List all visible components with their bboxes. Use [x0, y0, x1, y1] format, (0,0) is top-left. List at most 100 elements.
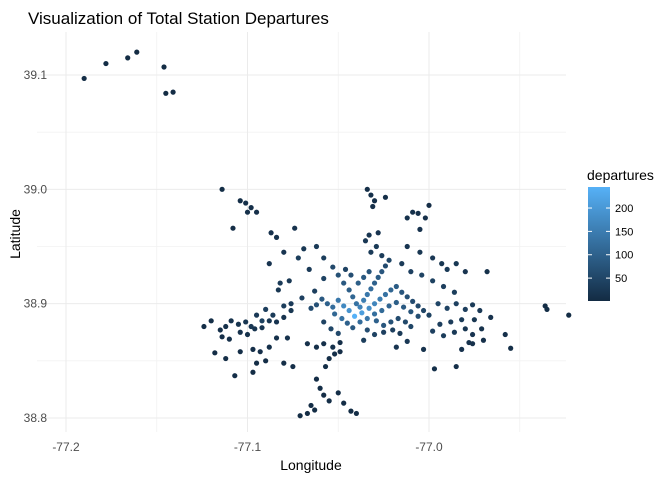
- station-point: [440, 283, 447, 290]
- legend-label: 150: [615, 226, 633, 238]
- station-point: [459, 346, 465, 352]
- station-point: [368, 286, 374, 292]
- station-point: [273, 335, 280, 341]
- station-point: [244, 209, 251, 215]
- y-tick-label: 39.0: [24, 182, 48, 196]
- station-point: [353, 410, 359, 417]
- station-point: [263, 306, 269, 312]
- station-point: [313, 243, 320, 250]
- station-point: [230, 225, 236, 231]
- station-point: [419, 272, 425, 278]
- station-point: [270, 312, 276, 318]
- y-tick-label: 38.9: [24, 297, 48, 311]
- station-point: [390, 327, 396, 333]
- station-point: [275, 287, 281, 293]
- station-point: [393, 344, 399, 350]
- station-point: [393, 299, 399, 306]
- station-point: [277, 280, 283, 286]
- station-point: [364, 186, 370, 192]
- station-point: [415, 313, 421, 319]
- station-point: [266, 344, 272, 350]
- station-point: [502, 331, 508, 338]
- station-point: [388, 319, 394, 325]
- legend-label: 50: [615, 273, 627, 285]
- station-point: [379, 253, 385, 259]
- station-point: [81, 75, 87, 82]
- station-point: [422, 215, 428, 221]
- station-point: [408, 309, 414, 315]
- station-point: [312, 407, 318, 413]
- station-point: [420, 346, 427, 352]
- station-point: [353, 301, 359, 307]
- station-point: [371, 198, 378, 204]
- station-point: [488, 314, 494, 320]
- station-point: [382, 291, 389, 298]
- station-point: [366, 232, 372, 238]
- station-point: [437, 321, 443, 327]
- station-point: [350, 325, 356, 331]
- station-point: [321, 392, 327, 398]
- station-point: [235, 321, 242, 327]
- station-point: [319, 296, 325, 302]
- station-point: [292, 225, 298, 231]
- station-point: [371, 331, 378, 338]
- station-point: [400, 304, 407, 310]
- station-point: [253, 360, 260, 366]
- station-point: [371, 280, 378, 286]
- x-tick-label: -77.1: [234, 440, 262, 454]
- chart-title: Visualization of Total Station Departure…: [28, 9, 329, 28]
- station-point: [426, 312, 432, 318]
- station-point: [228, 318, 234, 324]
- station-point: [317, 385, 323, 391]
- x-axis-title: Longitude: [280, 457, 342, 473]
- station-point: [368, 249, 374, 255]
- station-point: [444, 266, 450, 272]
- station-point: [301, 246, 307, 252]
- station-point: [212, 350, 218, 356]
- station-point: [386, 303, 392, 309]
- station-point: [321, 319, 327, 325]
- station-point: [243, 319, 249, 325]
- station-point: [266, 261, 272, 267]
- station-point: [328, 326, 334, 332]
- station-point: [410, 298, 416, 304]
- station-point: [379, 307, 385, 314]
- station-point: [341, 303, 347, 309]
- station-point: [357, 319, 363, 325]
- station-point: [417, 249, 423, 255]
- station-point: [351, 313, 358, 319]
- station-point: [479, 326, 485, 332]
- station-point: [366, 305, 372, 311]
- station-point: [321, 275, 327, 282]
- station-point: [404, 243, 410, 250]
- station-point: [377, 296, 383, 302]
- station-point: [243, 200, 249, 206]
- station-point: [281, 249, 287, 255]
- station-point: [306, 266, 312, 272]
- station-point: [244, 331, 251, 338]
- station-point: [395, 315, 401, 322]
- station-point: [361, 274, 367, 280]
- station-point: [259, 318, 265, 324]
- x-tick-label: -77.0: [415, 440, 443, 454]
- station-point: [404, 294, 410, 300]
- station-point: [163, 90, 169, 96]
- station-point: [313, 344, 320, 350]
- station-point: [281, 314, 287, 320]
- station-point: [399, 261, 405, 267]
- station-point: [370, 203, 376, 210]
- station-point: [103, 60, 109, 67]
- station-point: [364, 291, 370, 298]
- station-point: [415, 210, 421, 216]
- station-point: [295, 255, 301, 261]
- station-point: [386, 257, 392, 263]
- legend: departures 50 100 150 200: [587, 167, 654, 301]
- station-point: [420, 307, 427, 314]
- station-point: [335, 390, 341, 396]
- data-points: [81, 49, 572, 419]
- station-point: [250, 369, 256, 375]
- station-point: [268, 230, 274, 236]
- station-point: [430, 278, 436, 284]
- station-point: [404, 215, 410, 221]
